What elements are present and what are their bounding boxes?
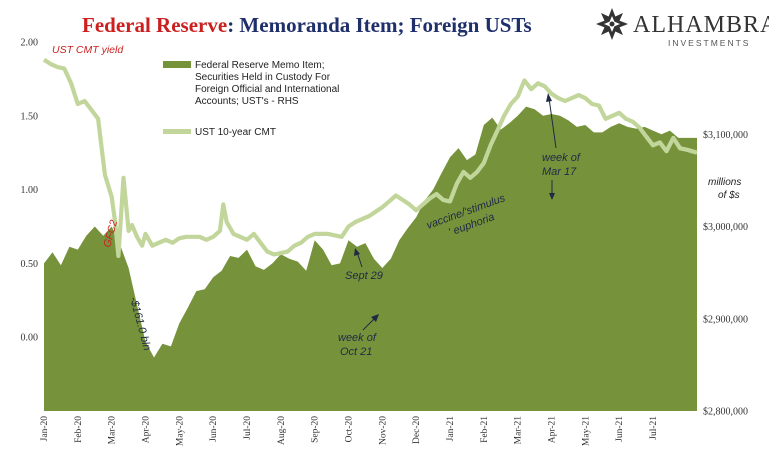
arrow-mar17-down-head (549, 193, 555, 200)
x-tick-label: May-21 (581, 416, 591, 446)
arrow-mar17-head (546, 93, 552, 102)
annotation-week-of-oct: week of (338, 332, 377, 344)
arrow-mar17 (548, 97, 557, 149)
annotation-sept29: Sept 29 (345, 270, 383, 282)
legend-label-area-l4: Accounts; UST's - RHS (195, 96, 299, 107)
left-tick-label: 0.00 (21, 333, 39, 344)
x-axis-ticks: Jan-20 Feb-20 Mar-20 Apr-20 May-20 Jun-20 Jul-… (40, 416, 659, 446)
x-tick-label: Apr-20 (142, 416, 152, 443)
chart-title-red: Federal Reserve (82, 13, 227, 37)
legend-swatch-area (163, 61, 191, 68)
chart-title-blue: : Memoranda Item; Foreign USTs (227, 13, 531, 37)
x-tick-label: Oct-20 (345, 416, 355, 443)
x-tick-label: Jun-20 (209, 416, 219, 442)
x-tick-label: Aug-20 (277, 416, 287, 445)
x-tick-label: Jan-21 (446, 416, 456, 442)
legend-label-area-l2: Securities Held in Custody For (195, 72, 331, 83)
x-tick-label: Jul-20 (243, 416, 253, 440)
logo-sub: INVESTMENTS (668, 38, 750, 48)
arrow-oct21 (362, 317, 376, 331)
x-tick-label: Mar-20 (108, 416, 118, 445)
x-tick-label: Nov-20 (378, 416, 388, 445)
x-tick-label: May-20 (175, 416, 185, 446)
x-tick-label: Dec-20 (412, 416, 422, 444)
left-axis-ticks: 2.00 1.50 1.00 0.50 0.00 (21, 38, 39, 344)
arrow-oct21-head (371, 314, 379, 322)
x-tick-label: Jan-20 (40, 416, 50, 442)
left-tick-label: 1.00 (21, 185, 39, 196)
left-tick-label: 2.00 (21, 38, 39, 49)
legend-label-line: UST 10-year CMT (195, 127, 276, 138)
right-axis-label-line1: millions (708, 177, 741, 188)
annotation-mar17: Mar 17 (542, 166, 577, 178)
right-tick-label: $3,000,000 (703, 222, 748, 233)
x-tick-label: Feb-21 (480, 416, 490, 443)
arrow-sept29-head (354, 248, 360, 256)
legend-label-area-l1: Federal Reserve Memo Item; (195, 60, 325, 71)
x-tick-label: Sep-20 (311, 416, 321, 443)
right-axis-label-line2: of $s (718, 190, 740, 201)
annotation-week-of-mar: week of (542, 152, 581, 164)
memo-item-area (44, 106, 697, 411)
x-tick-label: Feb-20 (74, 416, 84, 443)
chart-title: Federal Reserve: Memoranda Item; Foreign… (82, 13, 532, 37)
plot-area: 2.00 1.50 1.00 0.50 0.00 $3,100,000 $3,000,00… (21, 38, 749, 447)
ust-10y-line (42, 57, 698, 259)
annotation-oct21: Oct 21 (340, 346, 372, 358)
right-tick-label: $2,900,000 (703, 314, 748, 325)
right-tick-label: $2,800,000 (703, 407, 748, 418)
legend-label-area-l3: Foreign Official and International (195, 84, 339, 95)
x-tick-label: Jul-21 (649, 416, 659, 440)
alhambra-logo: ALHAMBRA INVESTMENTS (596, 8, 769, 48)
legend: Federal Reserve Memo Item; Securities He… (163, 60, 339, 138)
x-tick-label: Mar-21 (514, 416, 524, 445)
right-tick-label: $3,100,000 (703, 130, 748, 141)
left-tick-label: 0.50 (21, 259, 39, 270)
x-tick-label: Jun-21 (615, 416, 625, 442)
legend-swatch-line (163, 129, 191, 134)
right-axis-ticks: $3,100,000 $3,000,000 $2,900,000 $2,800,000 (703, 130, 748, 418)
x-tick-label: Apr-21 (548, 416, 558, 443)
left-tick-label: 1.50 (21, 111, 39, 122)
logo-emblem-icon (596, 8, 628, 40)
left-axis-label: UST CMT yield (52, 44, 124, 56)
logo-name: ALHAMBRA (633, 12, 769, 38)
